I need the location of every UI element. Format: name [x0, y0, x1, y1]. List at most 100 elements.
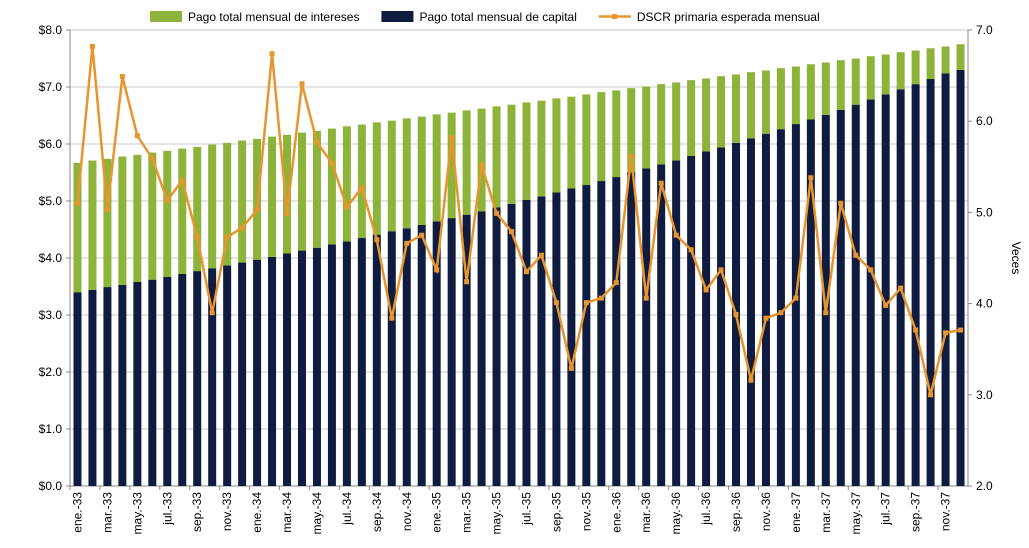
y-tick-label: $2.0 — [39, 365, 63, 379]
bar — [941, 73, 950, 486]
bar — [537, 100, 546, 197]
bar — [297, 250, 306, 486]
bar — [806, 119, 815, 487]
x-tick-label: ene.-36 — [609, 492, 623, 533]
bar — [88, 160, 97, 290]
x-tick-label: mar.-34 — [280, 492, 294, 533]
bar — [507, 203, 516, 486]
line-marker — [673, 232, 679, 238]
bar — [193, 146, 202, 272]
bar — [163, 150, 172, 277]
y-tick-label: $3.0 — [39, 308, 63, 322]
line-marker — [194, 234, 200, 240]
x-tick-label: nov.-36 — [759, 492, 773, 531]
x-tick-label: sep.-33 — [190, 492, 204, 532]
bar — [223, 265, 232, 486]
bar — [342, 126, 351, 242]
bar — [612, 177, 621, 486]
x-tick-label: nov.-35 — [579, 492, 593, 531]
bar — [657, 164, 666, 486]
line-marker — [209, 310, 215, 316]
line-marker — [943, 330, 949, 336]
line-marker — [434, 267, 440, 273]
legend-swatch — [611, 14, 617, 19]
bar — [926, 48, 935, 80]
line-marker — [838, 200, 844, 206]
bar — [283, 253, 292, 486]
bar — [821, 114, 830, 487]
bar — [178, 148, 187, 274]
y2-tick-label: 6.0 — [976, 114, 993, 128]
bar — [327, 128, 336, 245]
y2-tick-label: 5.0 — [976, 205, 993, 219]
line-marker — [703, 287, 709, 293]
bar — [73, 292, 82, 486]
x-tick-label: mar.-33 — [100, 492, 114, 533]
bar — [851, 104, 860, 487]
y-tick-label: $5.0 — [39, 194, 63, 208]
bar — [881, 94, 890, 486]
bar — [537, 196, 546, 486]
line-marker — [568, 365, 574, 371]
bar — [687, 80, 696, 156]
bar — [238, 262, 247, 486]
bar — [73, 162, 82, 293]
x-tick-label: may.-37 — [849, 492, 863, 535]
bar — [776, 129, 785, 486]
bar — [806, 64, 815, 120]
bar — [492, 207, 501, 486]
line-marker — [314, 139, 320, 145]
bar — [717, 147, 726, 487]
line-marker — [658, 180, 664, 186]
bar — [567, 188, 576, 486]
bar — [118, 284, 127, 486]
bar — [208, 268, 217, 486]
bar — [268, 136, 277, 257]
bar — [672, 160, 681, 486]
bar — [417, 116, 426, 225]
bar — [327, 244, 336, 486]
bar — [657, 84, 666, 165]
bar — [402, 118, 411, 229]
line-marker — [598, 295, 604, 301]
bar — [297, 132, 306, 251]
bar — [582, 94, 591, 186]
bar — [597, 181, 606, 487]
y-tick-label: $6.0 — [39, 137, 63, 151]
bar — [761, 70, 770, 134]
bar — [208, 144, 217, 269]
line-marker — [254, 207, 260, 213]
bar — [133, 281, 142, 486]
bar — [866, 99, 875, 486]
bar — [223, 142, 232, 266]
bar — [342, 241, 351, 486]
bar — [507, 104, 516, 204]
line-marker — [269, 51, 275, 57]
x-tick-label: ene.-33 — [70, 492, 84, 533]
bar — [597, 92, 606, 182]
line-marker — [119, 74, 125, 80]
y2-tick-label: 4.0 — [976, 297, 993, 311]
legend-label: Pago total mensual de intereses — [188, 10, 359, 24]
bar — [163, 276, 172, 486]
bar — [911, 84, 920, 487]
bar — [896, 52, 905, 90]
bar — [357, 124, 366, 239]
line-marker — [464, 279, 470, 285]
bar — [432, 114, 441, 222]
bar — [283, 134, 292, 254]
bar — [148, 279, 157, 486]
legend-label: Pago total mensual de capital — [419, 10, 576, 24]
bar — [88, 289, 97, 486]
line-marker — [179, 177, 185, 183]
y2-tick-label: 2.0 — [976, 479, 993, 493]
bar — [956, 44, 965, 70]
bar — [687, 155, 696, 486]
line-marker — [643, 295, 649, 301]
bar — [387, 120, 396, 232]
bar — [402, 228, 411, 487]
line-marker — [868, 267, 874, 273]
line-marker — [299, 81, 305, 87]
x-tick-label: sep.-35 — [549, 492, 563, 532]
